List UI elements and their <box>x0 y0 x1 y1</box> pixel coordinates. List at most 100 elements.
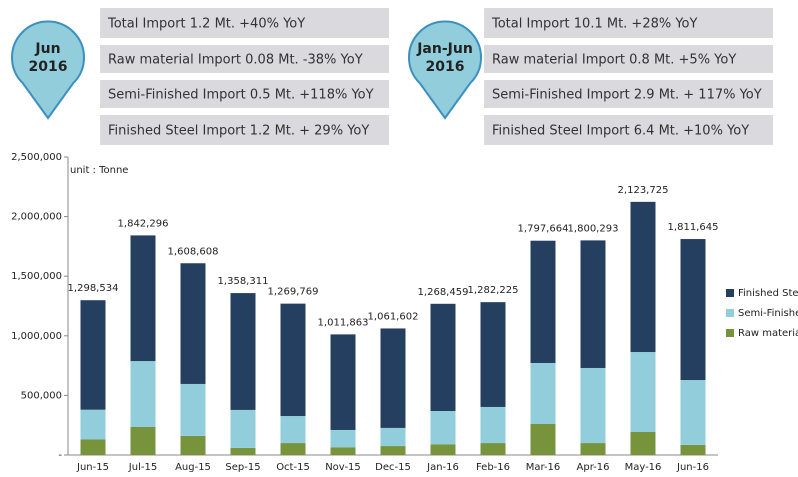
bar-segment <box>280 416 306 444</box>
bar-segment <box>230 293 256 410</box>
bar-segment <box>480 443 506 455</box>
y-tick-label: 1,000,000 <box>11 331 62 342</box>
bar-segment <box>380 427 406 447</box>
info-text: Total Import 10.1 Mt. +28% YoY <box>491 17 698 32</box>
bar-segment <box>530 240 556 363</box>
pin-marker <box>408 20 482 120</box>
bar-segment <box>480 302 506 407</box>
bar-segment <box>580 443 606 455</box>
y-tick-label: 2,500,000 <box>11 152 62 163</box>
info-text: Finished Steel Import 6.4 Mt. +10% YoY <box>492 124 749 139</box>
x-tick-label: Jan-16 <box>426 462 459 473</box>
x-tick-label: Mar-16 <box>526 462 561 473</box>
info-text: Semi-Finished Import 2.9 Mt. + 117% YoY <box>492 88 762 103</box>
total-label: 1,011,863 <box>318 317 369 328</box>
bar-segment <box>230 447 256 455</box>
info-box <box>484 45 773 73</box>
total-label: 1,842,296 <box>118 218 169 229</box>
total-label: 1,797,664 <box>518 224 569 235</box>
total-label: 1,282,225 <box>468 285 519 296</box>
x-tick-label: Aug-15 <box>175 462 211 473</box>
legend-label: Semi-Finishe <box>738 308 798 319</box>
bar-segment <box>580 240 606 368</box>
bar-segment <box>480 406 506 444</box>
total-label: 1,268,459 <box>418 287 469 298</box>
info-text: Raw material Import 0.08 Mt. -38% YoY <box>108 53 363 68</box>
x-tick-label: Apr-16 <box>577 462 610 473</box>
total-label: 1,800,293 <box>568 223 619 234</box>
y-tick-label: 1,500,000 <box>11 271 62 282</box>
info-text: Total Import 1.2 Mt. +40% YoY <box>107 17 305 32</box>
bar-segment <box>430 444 456 455</box>
info-box <box>100 80 389 108</box>
bar-segment <box>430 303 456 412</box>
info-text: Raw material Import 0.8 Mt. +5% YoY <box>492 53 736 68</box>
total-label: 1,269,769 <box>268 287 319 298</box>
x-tick-label: May-16 <box>625 462 662 473</box>
bar-segment <box>530 424 556 455</box>
bar-segment <box>330 334 356 430</box>
bar-segment <box>80 409 106 440</box>
bar-segment <box>630 352 656 432</box>
bar-segment <box>680 380 706 445</box>
bar-segment <box>280 303 306 417</box>
bar-segment <box>180 263 206 384</box>
bar-segment <box>580 367 606 444</box>
total-label: 1,358,311 <box>218 276 269 287</box>
bar-segment <box>380 446 406 455</box>
info-box <box>100 45 389 73</box>
legend-swatch <box>726 289 734 297</box>
x-tick-label: Nov-15 <box>325 462 361 473</box>
info-box <box>484 8 773 38</box>
info-box <box>484 115 773 145</box>
pin-text: 2016 <box>426 59 465 75</box>
x-tick-label: Sep-15 <box>225 462 260 473</box>
legend-label: Raw material <box>738 328 798 339</box>
info-box <box>484 80 773 108</box>
total-label: 1,811,645 <box>668 222 719 233</box>
bar-segment <box>80 300 106 410</box>
x-tick-label: Dec-15 <box>375 462 411 473</box>
bar-segment <box>130 361 156 427</box>
bar-segment <box>130 426 156 455</box>
info-text: Semi-Finished Import 0.5 Mt. +118% YoY <box>108 88 374 103</box>
bar-segment <box>630 201 656 353</box>
pin-text: 2016 <box>29 59 68 75</box>
total-label: 1,061,602 <box>368 311 419 322</box>
total-label: 1,608,608 <box>168 246 219 257</box>
legend-label: Finished Stee <box>738 288 798 299</box>
bar-segment <box>180 435 206 455</box>
bar-segment <box>680 444 706 455</box>
y-tick-label: 2,000,000 <box>11 212 62 223</box>
info-box <box>100 8 389 38</box>
bar-segment <box>330 447 356 455</box>
info-box <box>100 115 389 145</box>
bar-segment <box>530 362 556 425</box>
bar-segment <box>280 443 306 455</box>
bar-segment <box>130 235 156 362</box>
pin-text: Jan-Jun <box>416 41 473 57</box>
total-label: 2,123,725 <box>618 185 669 196</box>
x-tick-label: Oct-15 <box>276 462 310 473</box>
x-tick-label: Jul-15 <box>128 462 157 473</box>
x-tick-label: Feb-16 <box>476 462 510 473</box>
legend-swatch <box>726 329 734 337</box>
bar-segment <box>680 239 706 381</box>
bar-segment <box>330 429 356 448</box>
bar-segment <box>230 409 256 448</box>
x-tick-label: Jun-15 <box>76 462 109 473</box>
bar-segment <box>430 411 456 445</box>
info-text: Finished Steel Import 1.2 Mt. + 29% YoY <box>108 124 369 139</box>
unit-label: unit : Tonne <box>70 165 128 176</box>
y-tick-label: - <box>58 450 62 461</box>
total-label: 1,298,534 <box>68 283 119 294</box>
pin-marker <box>11 20 85 120</box>
bar-segment <box>180 383 206 436</box>
legend-swatch <box>726 309 734 317</box>
y-tick-label: 500,000 <box>21 390 62 401</box>
bar-segment <box>630 431 656 455</box>
pin-text: Jun <box>34 41 60 57</box>
bar-segment <box>80 439 106 455</box>
x-tick-label: Jun-16 <box>676 462 709 473</box>
